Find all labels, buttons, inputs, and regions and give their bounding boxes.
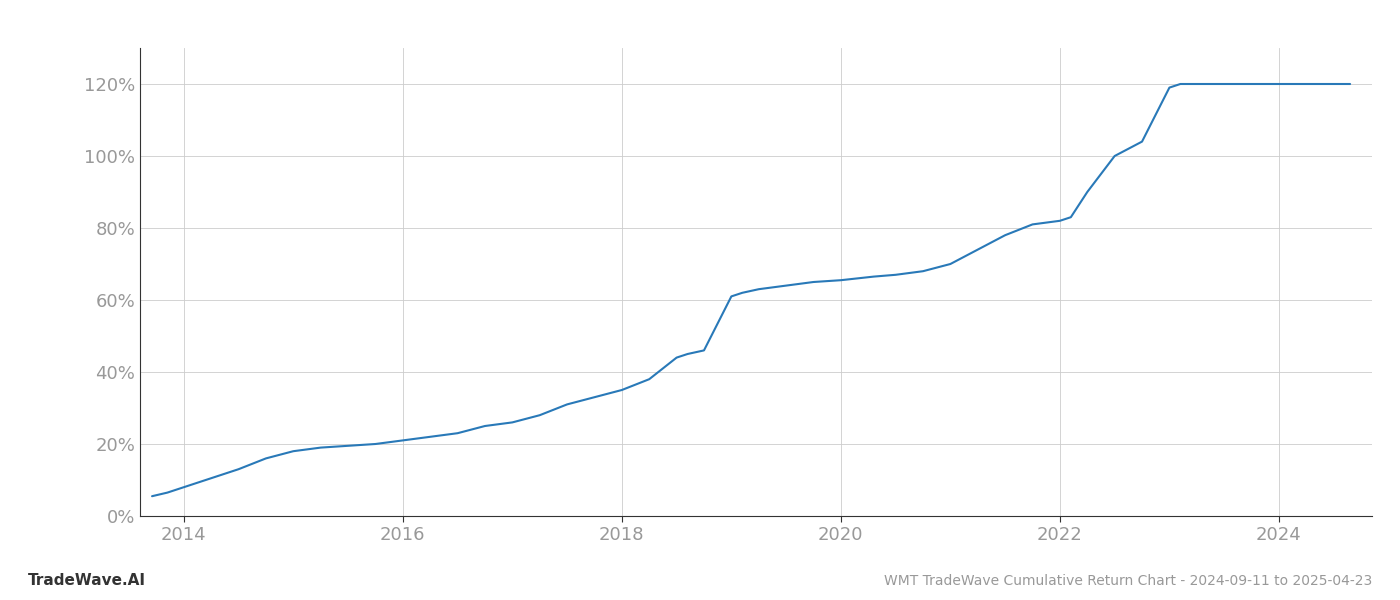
Text: TradeWave.AI: TradeWave.AI	[28, 573, 146, 588]
Text: WMT TradeWave Cumulative Return Chart - 2024-09-11 to 2025-04-23: WMT TradeWave Cumulative Return Chart - …	[883, 574, 1372, 588]
